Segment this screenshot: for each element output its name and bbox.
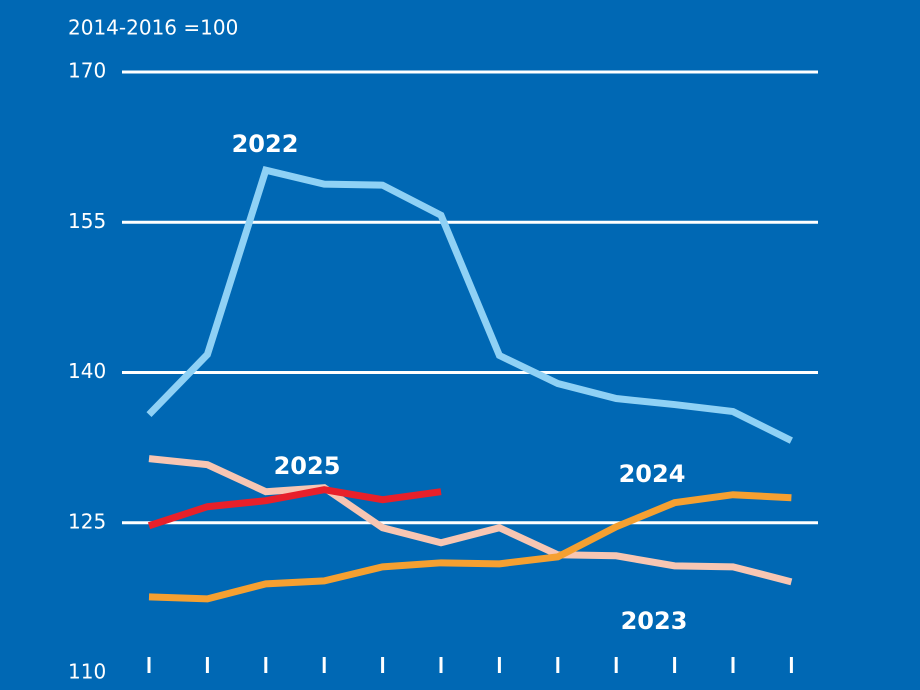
y-tick-label: 170 bbox=[68, 59, 106, 83]
series-line bbox=[148, 455, 793, 586]
series-label: 2023 bbox=[621, 607, 688, 635]
y-tick-label: 110 bbox=[68, 660, 106, 684]
series-label: 2024 bbox=[619, 460, 686, 488]
series-line bbox=[147, 486, 442, 530]
y-tick-label: 140 bbox=[68, 359, 106, 383]
series-label: 2022 bbox=[232, 130, 299, 158]
y-tick-label: 155 bbox=[68, 209, 106, 233]
y-axis-label: 2014-2016 =100 bbox=[68, 16, 238, 40]
series-line bbox=[148, 491, 792, 603]
series-line bbox=[146, 165, 793, 444]
y-tick-label: 125 bbox=[68, 509, 106, 533]
series-label: 2025 bbox=[274, 452, 341, 480]
